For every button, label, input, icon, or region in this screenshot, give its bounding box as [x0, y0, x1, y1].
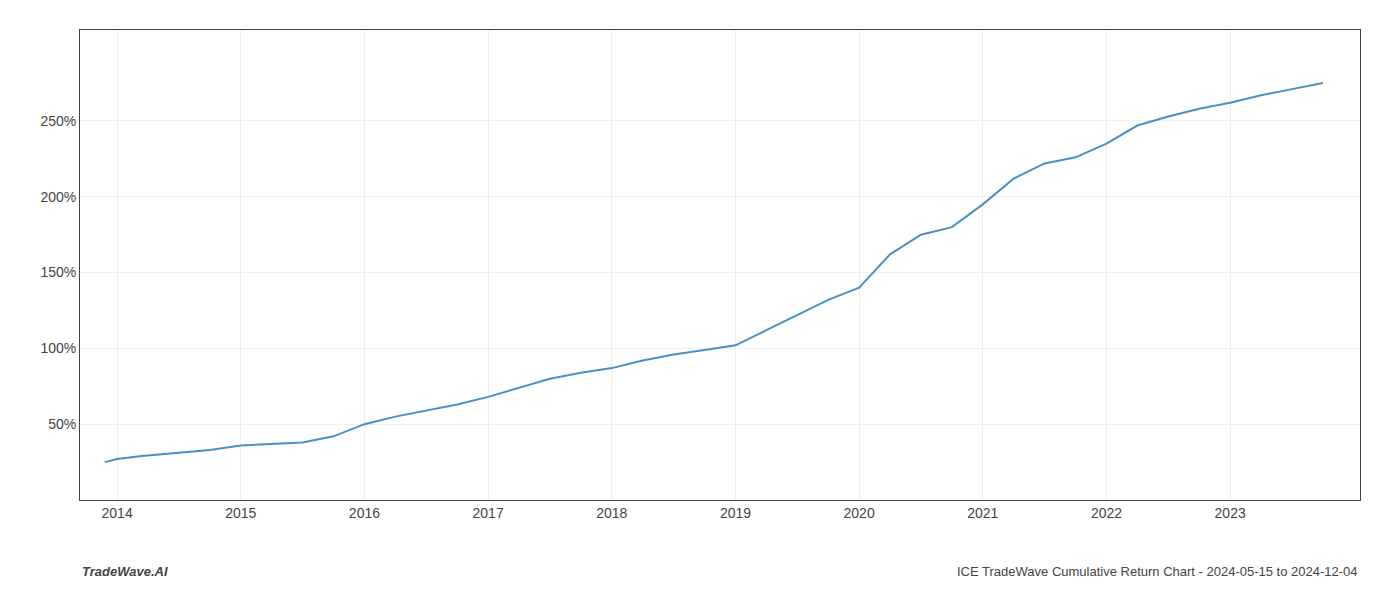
svg-text:2021: 2021: [967, 505, 998, 521]
svg-text:100%: 100%: [40, 340, 76, 356]
svg-text:2014: 2014: [102, 505, 133, 521]
svg-text:TradeWave.AI: TradeWave.AI: [82, 564, 168, 579]
svg-text:2015: 2015: [225, 505, 256, 521]
svg-text:2018: 2018: [596, 505, 627, 521]
svg-text:ICE TradeWave Cumulative Retur: ICE TradeWave Cumulative Return Chart - …: [957, 564, 1358, 579]
svg-text:2017: 2017: [473, 505, 504, 521]
svg-text:250%: 250%: [40, 113, 76, 129]
svg-text:2023: 2023: [1215, 505, 1246, 521]
svg-text:50%: 50%: [48, 416, 76, 432]
svg-text:2022: 2022: [1091, 505, 1122, 521]
svg-text:150%: 150%: [40, 264, 76, 280]
svg-text:2016: 2016: [349, 505, 380, 521]
svg-text:200%: 200%: [40, 189, 76, 205]
svg-text:2020: 2020: [844, 505, 875, 521]
svg-text:2019: 2019: [720, 505, 751, 521]
